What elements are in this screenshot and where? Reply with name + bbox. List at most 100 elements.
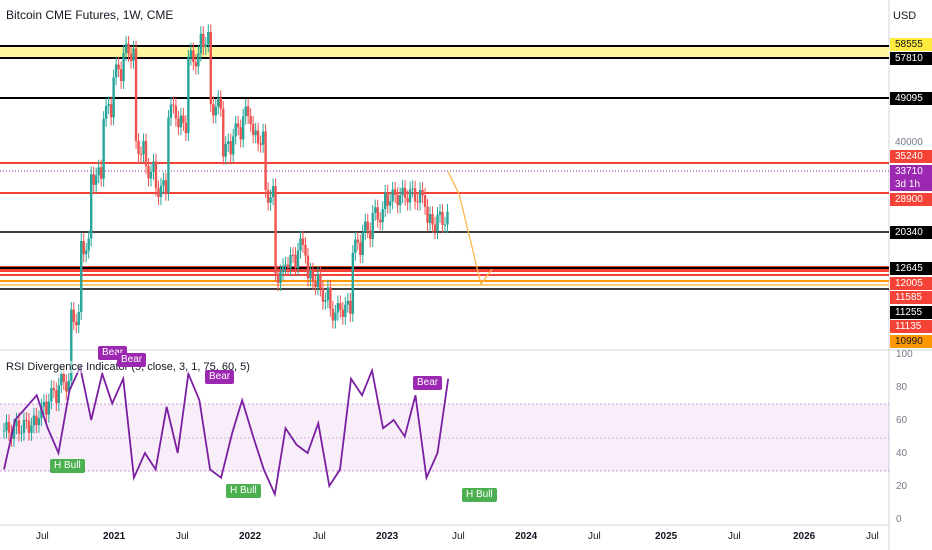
candle-body <box>197 53 200 67</box>
candle-body <box>301 238 305 245</box>
candle-body <box>12 426 16 439</box>
candle-body <box>246 106 250 116</box>
level-lines <box>0 45 889 290</box>
candle-body <box>127 43 130 54</box>
candle-body <box>304 244 307 256</box>
candle-body <box>239 127 242 140</box>
candle-body <box>286 264 290 269</box>
candle-body <box>119 69 123 82</box>
candle-body <box>369 230 372 240</box>
candle-body <box>234 123 237 137</box>
time-label: Jul <box>176 531 189 542</box>
time-label: Jul <box>588 531 601 542</box>
candle-body <box>441 211 444 225</box>
indicator-title[interactable]: RSI Divergence Indicator (5, close, 3, 1… <box>6 361 250 373</box>
candle-body <box>109 104 113 118</box>
rsi-axis-60: 60 <box>896 415 908 426</box>
candle-body <box>408 189 412 203</box>
candle-body <box>256 130 260 144</box>
candle-body <box>85 250 88 255</box>
candle-body <box>65 382 68 392</box>
candle-body <box>199 33 203 54</box>
candle-body <box>7 422 11 433</box>
candle-body <box>222 108 225 157</box>
candle-body <box>279 272 282 284</box>
time-label: Jul <box>866 531 879 542</box>
level-zone-yellow <box>0 46 889 58</box>
candle-body <box>329 287 332 309</box>
rsi-band <box>0 404 889 471</box>
time-label: Jul <box>728 531 741 542</box>
candle-body <box>164 180 168 193</box>
candle-body <box>40 406 43 419</box>
candle-body <box>132 48 135 61</box>
candle-body <box>67 380 70 392</box>
time-label: Jul <box>36 531 49 542</box>
candle-body <box>192 50 195 63</box>
candle-body <box>379 219 382 223</box>
candle-body <box>334 312 337 321</box>
hidden-bull-divergence-label: H Bull <box>226 484 261 498</box>
candle-body <box>32 415 36 426</box>
candle-body <box>92 174 95 185</box>
candle-body <box>62 374 65 383</box>
candle-body <box>117 64 120 70</box>
time-label: 2024 <box>515 531 538 542</box>
candle-body <box>27 420 31 433</box>
rsi-series <box>3 364 450 498</box>
candle-body <box>194 62 198 67</box>
candle-body <box>174 105 178 119</box>
candle-body <box>306 255 310 279</box>
candle-body <box>94 175 98 185</box>
candle-body <box>157 188 160 198</box>
candle-body <box>149 172 153 179</box>
candle-body <box>72 309 75 322</box>
candle-body <box>77 311 80 326</box>
candle-body <box>426 206 429 223</box>
candle-body <box>189 50 193 58</box>
candle-body <box>244 106 247 117</box>
candle-body <box>60 374 63 386</box>
candle-body <box>309 270 312 279</box>
candle-body <box>331 308 335 321</box>
candle-body <box>319 274 322 289</box>
candle-body <box>421 189 424 196</box>
candle-body <box>326 287 330 301</box>
candle-body <box>443 224 447 226</box>
candle-body <box>281 265 285 273</box>
candle-body <box>30 425 33 433</box>
candle-body <box>42 401 46 407</box>
candle-body <box>152 161 155 173</box>
candle-body <box>344 304 347 317</box>
candle-body <box>359 242 362 256</box>
candle-body <box>162 180 165 186</box>
chart-title: Bitcoin CME Futures, 1W, CME <box>6 8 174 22</box>
candle-body <box>25 419 28 421</box>
price-tag-12645: 12645 <box>890 262 932 275</box>
candle-body <box>386 192 389 206</box>
candle-body <box>371 212 374 240</box>
candle-body <box>177 118 180 128</box>
candle-body <box>324 300 327 302</box>
rsi-axis-40: 40 <box>896 448 908 459</box>
candle-body <box>361 232 364 256</box>
candle-body <box>212 104 215 116</box>
candle-body <box>47 401 51 415</box>
candle-body <box>55 390 58 404</box>
candle-body <box>159 185 163 198</box>
price-tag-12005: 12005 <box>890 277 932 290</box>
candle-body <box>261 131 265 145</box>
currency-label: USD <box>893 10 917 22</box>
price-tag-35240: 35240 <box>890 150 932 163</box>
candle-body <box>296 250 300 269</box>
bear-divergence-label: Bear <box>205 370 235 384</box>
candle-body <box>187 57 190 134</box>
candle-body <box>45 401 48 415</box>
candle-body <box>374 207 377 213</box>
candle-body <box>349 300 352 314</box>
candle-body <box>364 221 367 233</box>
candle-body <box>207 32 210 45</box>
candle-body <box>2 430 6 432</box>
candle-body <box>264 131 267 190</box>
